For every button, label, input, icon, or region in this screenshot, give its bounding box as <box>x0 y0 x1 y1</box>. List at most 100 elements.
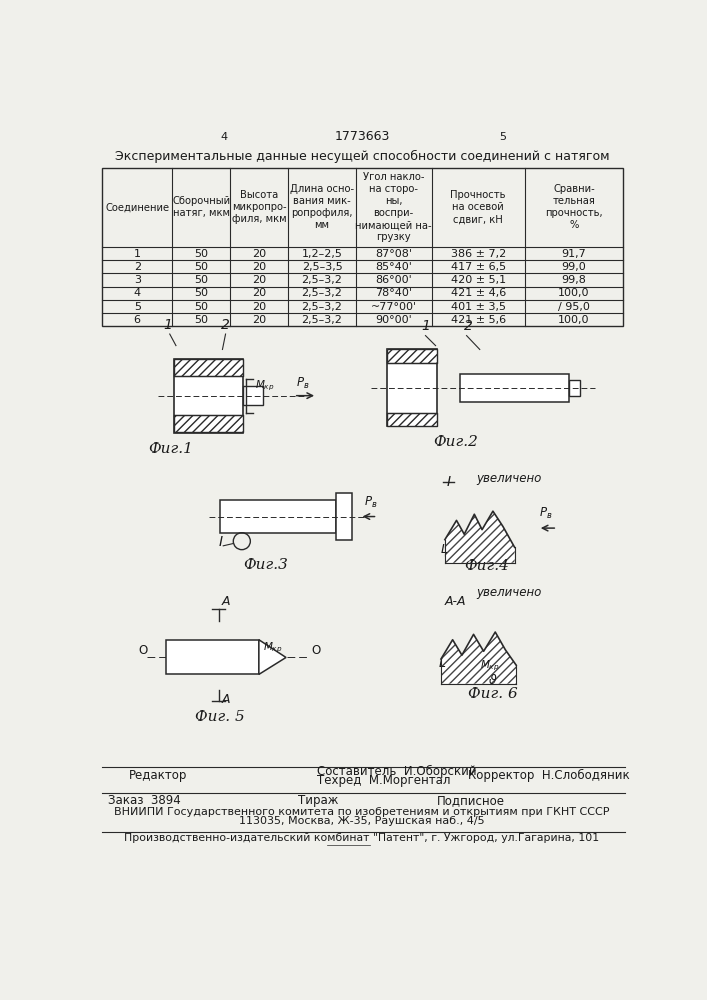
Text: 1: 1 <box>134 249 141 259</box>
Text: О: О <box>139 644 148 657</box>
Bar <box>387 349 437 363</box>
Text: Фиг.4: Фиг.4 <box>464 559 509 573</box>
Text: 86°00': 86°00' <box>375 275 412 285</box>
Text: Прочность
на осевой
сдвиг, кН: Прочность на осевой сдвиг, кН <box>450 190 506 224</box>
Text: $\vartheta$: $\vartheta$ <box>488 673 497 687</box>
Text: I: I <box>447 475 451 489</box>
Text: 20: 20 <box>252 262 267 272</box>
Text: 1: 1 <box>164 318 173 332</box>
Text: Сравни-
тельная
прочность,
%: Сравни- тельная прочность, % <box>545 184 603 230</box>
Text: 20: 20 <box>252 288 267 298</box>
Text: 50: 50 <box>194 249 208 259</box>
Bar <box>387 349 437 363</box>
Text: увеличено: увеличено <box>476 586 542 599</box>
Text: 420 ± 5,1: 420 ± 5,1 <box>450 275 506 285</box>
Text: Тираж: Тираж <box>298 794 338 807</box>
Text: 1,2–2,5: 1,2–2,5 <box>302 249 342 259</box>
Text: Угол накло-
на сторо-
ны,
воспри-
нимающей на-
грузку: Угол накло- на сторо- ны, воспри- нимающ… <box>356 172 432 242</box>
Text: Высота
микропро-
филя, мкм: Высота микропро- филя, мкм <box>232 190 286 224</box>
Text: 50: 50 <box>194 302 208 312</box>
Text: 90°00': 90°00' <box>375 315 412 325</box>
Text: Подписное: Подписное <box>437 794 505 807</box>
Text: $M_{кр}$: $M_{кр}$ <box>263 640 282 655</box>
Text: $Р_в$: $Р_в$ <box>296 375 310 391</box>
Bar <box>387 413 437 426</box>
Text: 417 ± 6,5: 417 ± 6,5 <box>450 262 506 272</box>
Text: 20: 20 <box>252 249 267 259</box>
Bar <box>166 640 259 674</box>
Text: / 95,0: / 95,0 <box>558 302 590 312</box>
Text: 2,5–3,2: 2,5–3,2 <box>302 302 342 312</box>
Text: 50: 50 <box>194 262 208 272</box>
Text: 99,8: 99,8 <box>561 275 586 285</box>
Polygon shape <box>259 640 286 674</box>
Text: 5: 5 <box>500 132 506 142</box>
Text: 2: 2 <box>464 319 473 333</box>
Text: 20: 20 <box>252 302 267 312</box>
Bar <box>387 413 437 426</box>
Text: 50: 50 <box>194 275 208 285</box>
Text: ~77°00': ~77°00' <box>370 302 417 312</box>
Text: I: I <box>218 535 223 549</box>
Bar <box>174 359 243 433</box>
Text: 50: 50 <box>194 288 208 298</box>
Bar <box>174 359 243 376</box>
Text: $Р_в$: $Р_в$ <box>363 495 377 510</box>
Bar <box>103 168 623 326</box>
Text: 421 ± 5,6: 421 ± 5,6 <box>450 315 506 325</box>
Text: А-А: А-А <box>445 595 467 608</box>
Text: 2,5–3,2: 2,5–3,2 <box>302 315 342 325</box>
Text: Корректор  Н.Слободяник: Корректор Н.Слободяник <box>468 769 630 782</box>
Text: Заказ  3894: Заказ 3894 <box>107 794 180 807</box>
Text: 3: 3 <box>134 275 141 285</box>
Text: Фиг. 6: Фиг. 6 <box>468 686 518 700</box>
Text: Фиг.1: Фиг.1 <box>148 442 193 456</box>
Text: 421 ± 4,6: 421 ± 4,6 <box>450 288 506 298</box>
Text: $M_{кр}$: $M_{кр}$ <box>480 659 499 673</box>
Text: Фиг.2: Фиг.2 <box>433 435 478 449</box>
Text: L: L <box>441 543 448 556</box>
Text: 91,7: 91,7 <box>561 249 586 259</box>
Text: 20: 20 <box>252 275 267 285</box>
Bar <box>460 374 569 402</box>
Text: 401 ± 3,5: 401 ± 3,5 <box>450 302 506 312</box>
Text: 87°08': 87°08' <box>375 249 412 259</box>
Text: Составитель  И.Оборский: Составитель И.Оборский <box>317 764 477 778</box>
Text: 100,0: 100,0 <box>558 315 590 325</box>
Text: 85°40': 85°40' <box>375 262 412 272</box>
Text: 2: 2 <box>221 318 230 332</box>
Bar <box>174 415 243 432</box>
Text: ВНИИПИ Государственного комитета по изобретениям и открытиям при ГКНТ СССР: ВНИИПИ Государственного комитета по изоб… <box>115 807 609 817</box>
Bar <box>387 349 437 426</box>
Text: 1: 1 <box>421 319 431 333</box>
Bar <box>174 359 243 376</box>
Text: Редактор: Редактор <box>129 769 187 782</box>
Text: Сборочный
натяг, мкм: Сборочный натяг, мкм <box>172 196 230 218</box>
Text: увеличено: увеличено <box>476 472 542 485</box>
Text: 2,5–3,2: 2,5–3,2 <box>302 288 342 298</box>
Text: Техред  М.Моргентал: Техред М.Моргентал <box>317 774 450 787</box>
Text: 100,0: 100,0 <box>558 288 590 298</box>
Text: 2: 2 <box>134 262 141 272</box>
Bar <box>220 500 337 533</box>
Text: О: О <box>312 644 321 657</box>
Text: 2,5–3,5: 2,5–3,5 <box>302 262 342 272</box>
Text: Фиг. 5: Фиг. 5 <box>195 710 245 724</box>
Text: L: L <box>438 657 445 670</box>
Text: 2,5–3,2: 2,5–3,2 <box>302 275 342 285</box>
Text: 5: 5 <box>134 302 141 312</box>
Text: 50: 50 <box>194 315 208 325</box>
Bar <box>569 380 580 396</box>
Text: 4: 4 <box>134 288 141 298</box>
Bar <box>337 493 352 540</box>
Text: Длина осно-
вания мик-
ропрофиля,
мм: Длина осно- вания мик- ропрофиля, мм <box>290 184 354 230</box>
Bar <box>243 386 263 405</box>
Text: 4: 4 <box>221 132 228 142</box>
Text: 6: 6 <box>134 315 141 325</box>
Text: 78°40': 78°40' <box>375 288 412 298</box>
Text: Фиг.3: Фиг.3 <box>243 558 288 572</box>
Text: 113035, Москва, Ж-35, Раушская наб., 4/5: 113035, Москва, Ж-35, Раушская наб., 4/5 <box>239 816 485 826</box>
Text: $Р_в$: $Р_в$ <box>539 506 553 521</box>
Text: Производственно-издательский комбинат "Патент", г. Ужгород, ул.Гагарина, 101: Производственно-издательский комбинат "П… <box>124 833 600 843</box>
Text: 1773663: 1773663 <box>334 130 390 143</box>
